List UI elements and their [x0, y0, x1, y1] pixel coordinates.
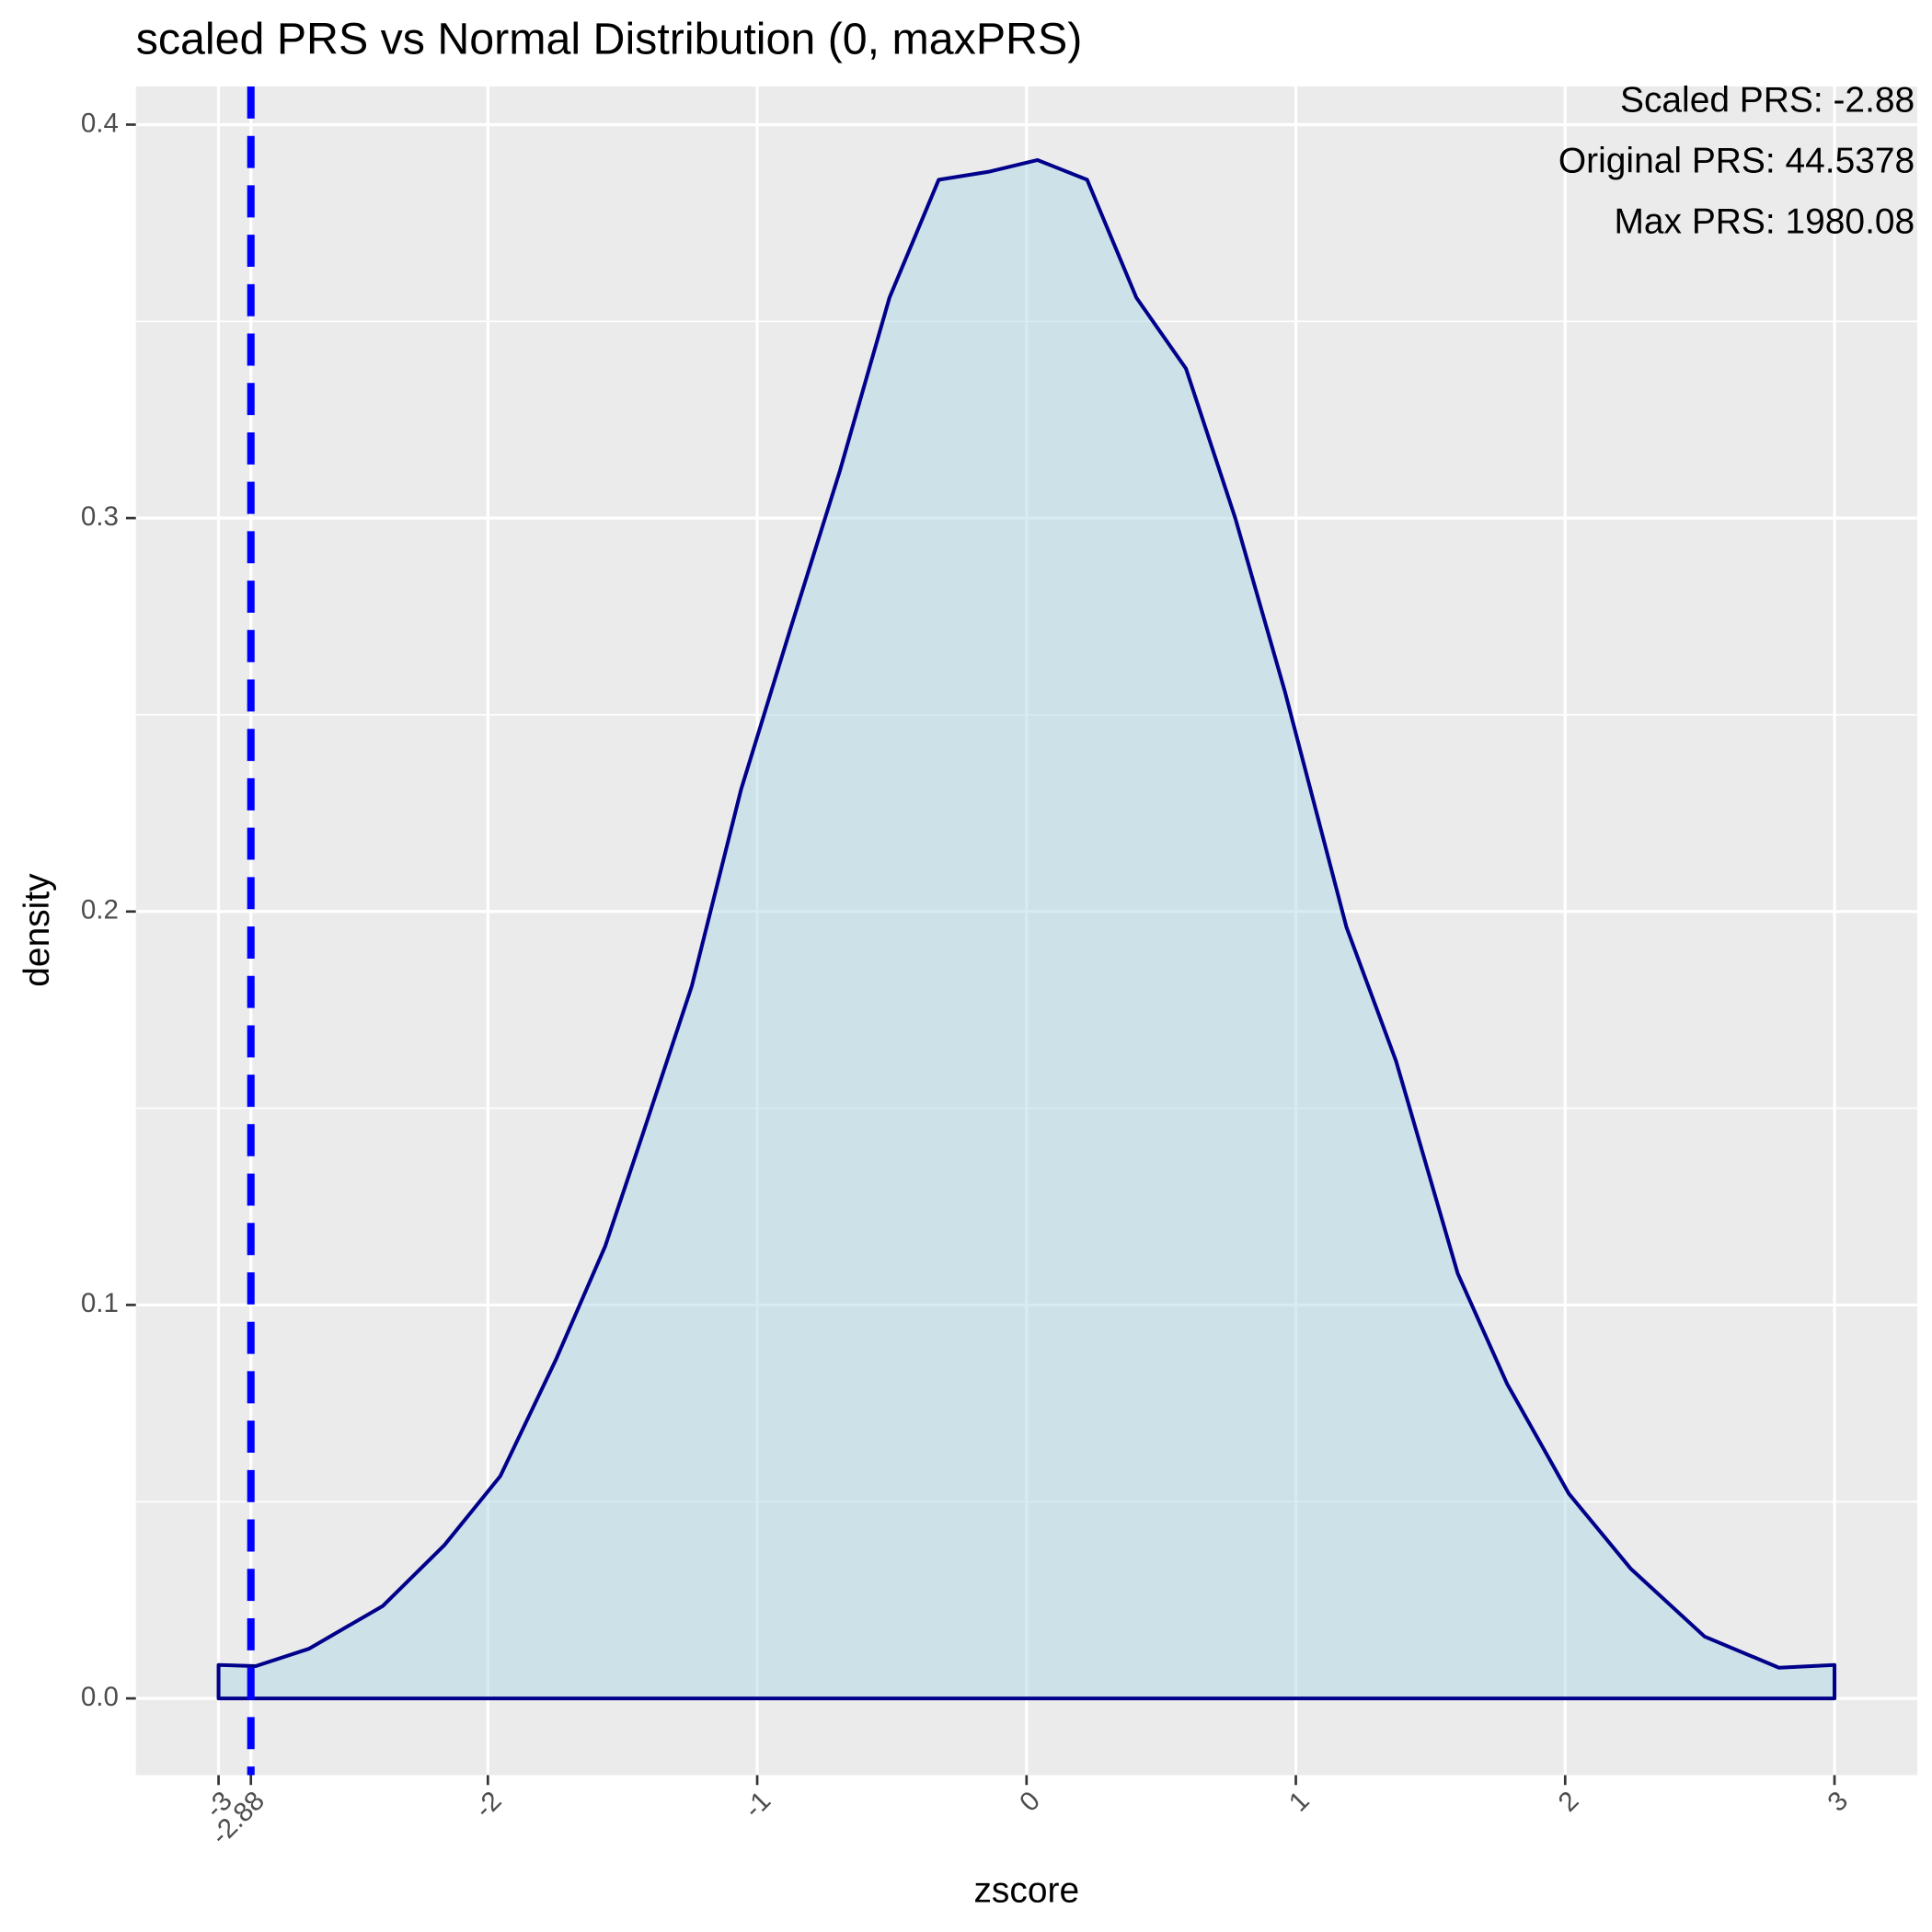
annotation: Scaled PRS: -2.88 [1620, 81, 1915, 121]
x-tick-label: 3 [1822, 1786, 1854, 1818]
annotation: Original PRS: 44.5378 [1558, 142, 1915, 181]
annotation: Max PRS: 1980.08 [1614, 201, 1915, 241]
x-tick-label: 2 [1553, 1786, 1585, 1818]
x-tick-label: 0 [1014, 1786, 1046, 1818]
y-axis-title: density [17, 873, 57, 987]
x-tick-label: -2 [469, 1786, 508, 1824]
x-axis-title: zscore [973, 1870, 1079, 1910]
x-tick-label: -1 [738, 1786, 776, 1824]
y-tick-label: 0.0 [81, 1682, 119, 1712]
y-tick-label: 0.1 [81, 1288, 119, 1318]
density-area [216, 157, 1837, 1701]
chart-title: scaled PRS vs Normal Distribution (0, ma… [136, 14, 1083, 63]
x-tick-label: 1 [1283, 1786, 1316, 1818]
y-tick-label: 0.2 [81, 895, 119, 926]
y-tick-label: 0.4 [81, 108, 119, 138]
y-tick-label: 0.3 [81, 501, 119, 532]
